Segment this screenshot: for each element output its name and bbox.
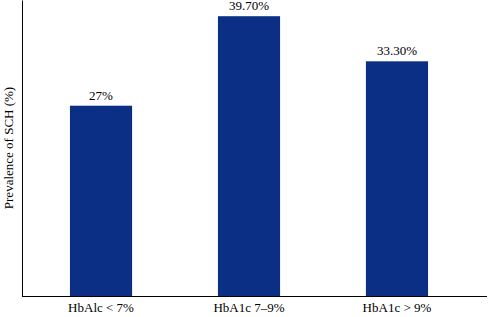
y-axis	[22, 1, 23, 297]
y-axis-title: Prevalence of SCH (%)	[1, 87, 16, 209]
x-tick: HbAlc < 7%	[68, 296, 134, 315]
bar	[218, 16, 280, 296]
bar	[366, 61, 428, 296]
data-labels: 27% 39.70% 33.30%	[89, 0, 417, 103]
chart: HbAlc < 7% HbA1c 7–9% HbA1c > 9% Prevalence…	[0, 0, 489, 317]
x-axis-line	[22, 296, 487, 297]
x-axis: HbAlc < 7% HbA1c 7–9% HbA1c > 9%	[22, 296, 487, 315]
x-tick: HbA1c 7–9%	[213, 296, 284, 315]
bars	[70, 16, 428, 296]
x-tick-label: HbA1c 7–9%	[213, 300, 284, 315]
data-label: 39.70%	[229, 0, 269, 13]
data-label: 33.30%	[377, 43, 417, 58]
bar	[70, 106, 132, 296]
y-axis-line	[22, 1, 23, 297]
x-tick: HbA1c > 9%	[363, 296, 432, 315]
x-tick-label: HbA1c > 9%	[363, 300, 432, 315]
data-label: 27%	[89, 88, 113, 103]
x-tick-label: HbAlc < 7%	[68, 300, 134, 315]
